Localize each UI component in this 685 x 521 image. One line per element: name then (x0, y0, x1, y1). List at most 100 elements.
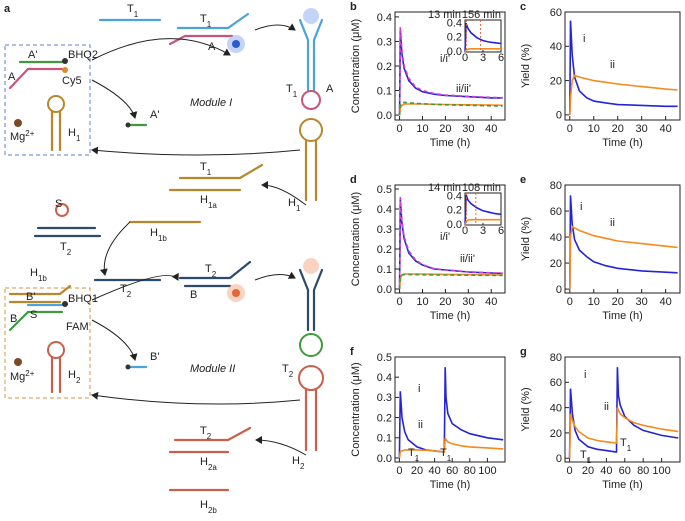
x-tick-label: 0 (462, 225, 468, 237)
y-tick-label: 20 (550, 428, 562, 440)
data-line (398, 101, 503, 116)
x-tick-label: 100 (652, 465, 670, 477)
annotation: ii (604, 401, 609, 413)
strand (298, 268, 324, 332)
diagram-label-sub: 2 (289, 370, 294, 379)
y-tick-label: 0.4 (447, 17, 462, 29)
fluorophore (232, 40, 240, 48)
module-box (4, 44, 91, 156)
diagram-label-main: B (10, 313, 17, 325)
x-tick-label: 20 (612, 296, 624, 308)
y-tick-label: 0.4 (447, 190, 462, 202)
data-line (568, 367, 679, 459)
diagram-label: H1 (68, 127, 81, 143)
arrow (91, 319, 138, 361)
arrow (91, 79, 138, 119)
diagram-label-main: T (286, 83, 293, 95)
y-tick-label: 0.1 (377, 85, 392, 97)
series-group (568, 367, 679, 459)
diagram-label: BHQ1 (68, 293, 98, 305)
y-tick-label: 0.0 (447, 46, 462, 58)
diagram-label-main: T (200, 13, 207, 25)
diagram-label: B (190, 289, 197, 301)
y-axis-label: Yield (%) (520, 44, 532, 88)
x-tick-label: 60 (446, 465, 458, 477)
diagram-label-main: T (205, 263, 212, 275)
quencher (125, 122, 131, 128)
arrow (254, 271, 296, 281)
x-axis-label: Time (h) (430, 310, 471, 322)
annotation-sub: 1 (415, 454, 420, 463)
diagram-label-main: H (292, 455, 300, 467)
diagram-label-sub: 1 (296, 204, 301, 213)
x-tick-label: 30 (636, 296, 648, 308)
x-tick-label: 0 (397, 123, 403, 135)
data-line (464, 218, 501, 226)
y-tick-label: 0 (556, 110, 562, 122)
diagram-label-main: S (30, 309, 37, 321)
x-tick-label: 20 (439, 123, 451, 135)
diagram-label: Mg2+ (10, 129, 35, 144)
data-line (398, 273, 503, 290)
x-tick-label: 0 (567, 123, 573, 135)
diagram-label-main: H (68, 127, 76, 139)
diagram-label-main: B (190, 289, 197, 301)
annotation-main: i (584, 369, 586, 381)
y-tick-label: 0.1 (377, 433, 392, 445)
y-tick-label: 40 (550, 232, 562, 244)
glow (303, 258, 319, 274)
diagram-label-sub: 1 (76, 134, 81, 143)
x-axis-label: Time (h) (430, 137, 471, 149)
diagram-label-main: H (30, 267, 38, 279)
y-tick-label: 0.1 (377, 264, 392, 276)
arrow (91, 272, 179, 301)
marker-label: 14 min (428, 182, 461, 194)
x-tick-label: 40 (485, 123, 497, 135)
arrow (91, 38, 231, 61)
series-group (569, 20, 678, 115)
annotation: T1 (440, 447, 452, 463)
diagram-label-main: BHQ2 (68, 49, 98, 61)
hairpin-stem (304, 388, 318, 452)
diagram-label: T1 (286, 83, 298, 99)
x-tick-label: 30 (462, 123, 474, 135)
y-tick-label: 0.0 (377, 453, 392, 465)
strand (8, 67, 64, 90)
diagram-label-sub: 1b (38, 274, 47, 283)
diagram-label-main: BHQ1 (68, 293, 98, 305)
diagram-label: T1 (127, 3, 139, 19)
x-tick-label: 100 (478, 465, 496, 477)
annotation: T1 (620, 437, 632, 453)
diagram-label-sub: 1 (207, 168, 212, 177)
y-tick-label: 80 (550, 352, 562, 364)
diagram-label: B (10, 313, 17, 325)
diagram-label: FAM (66, 321, 89, 333)
diagram-label: A (8, 71, 16, 83)
panel-label: b (350, 1, 357, 13)
y-tick-label: 0.2 (377, 61, 392, 73)
annotation-main: T (580, 449, 587, 461)
x-tick-label: 20 (612, 123, 624, 135)
strand (8, 284, 72, 304)
diagram-label: H1 (288, 197, 301, 213)
x-tick-label: 20 (439, 296, 451, 308)
diagram-label-main: T (127, 3, 134, 15)
diagram-label-main: H (200, 194, 208, 206)
y-tick-label: 20 (550, 75, 562, 87)
y-tick-label: 20 (550, 258, 562, 270)
y-tick-label: 0 (556, 284, 562, 296)
y-tick-label: 0 (556, 453, 562, 465)
x-tick-label: 40 (660, 296, 672, 308)
diagram-label-main: B' (26, 291, 35, 303)
diagram-label-sub: 1 (293, 90, 298, 99)
y-tick-label: 80 (550, 180, 562, 192)
x-tick-label: 10 (588, 296, 600, 308)
diagram-label: Module II (190, 363, 235, 375)
x-tick-label: 40 (660, 123, 672, 135)
diagram-label: A (326, 83, 334, 95)
fluorophore (62, 67, 68, 73)
diagram-label-sub: 1b (158, 234, 167, 243)
panel-label: f (350, 346, 354, 358)
strand (178, 260, 252, 288)
diagram-label-main: A (326, 83, 334, 95)
